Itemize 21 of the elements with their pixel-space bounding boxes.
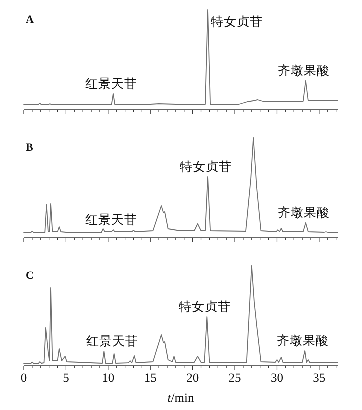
x-tick-label: 30 (270, 371, 284, 385)
x-tick-label: 15 (144, 371, 157, 385)
chart-title: C (26, 270, 34, 282)
x-tick-label: 5 (63, 371, 70, 385)
annotation: 红景天苷 (86, 334, 138, 348)
x-tick-label: 35 (313, 371, 326, 385)
annotation: 特女贞苷 (179, 300, 232, 314)
annotation: 红景天苷 (85, 213, 138, 227)
x-tick-label: 25 (228, 371, 242, 385)
chart-title: B (26, 142, 34, 154)
annotation: 红景天苷 (85, 77, 138, 91)
x-tick-label: 0 (20, 371, 28, 385)
annotation: 齐墩果酸 (278, 206, 330, 220)
x-tick-label: 20 (186, 371, 200, 385)
chart-title: A (26, 14, 34, 26)
annotation: 特女贞苷 (211, 15, 264, 29)
annotation: 特女贞苷 (180, 160, 232, 174)
x-axis-title: t/min (168, 391, 195, 405)
annotation: 齐墩果酸 (278, 64, 330, 78)
annotation: 齐墩果酸 (277, 334, 330, 348)
x-tick-label: 10 (102, 371, 115, 385)
